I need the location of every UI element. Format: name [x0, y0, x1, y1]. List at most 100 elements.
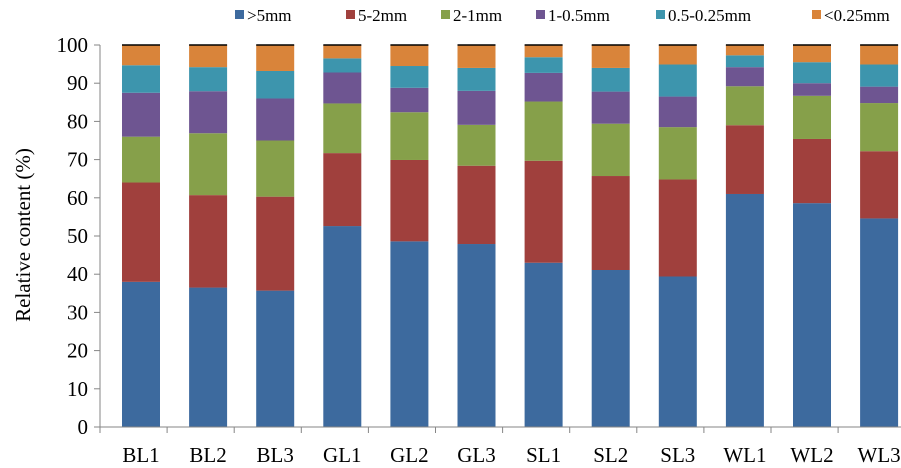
- bar-segment: [860, 218, 899, 427]
- bar-segment: [189, 67, 228, 92]
- bar-segment: [658, 179, 697, 277]
- legend-swatch: [656, 10, 665, 19]
- bar-stack-gl3: [457, 44, 496, 427]
- bar-segment: [256, 290, 295, 427]
- legend-item: 0.5-0.25mm: [656, 6, 751, 25]
- bar-segment: [457, 244, 496, 427]
- bar-stack-sl2: [591, 44, 630, 427]
- bar-segment: [860, 64, 899, 87]
- y-tick-label: 10: [67, 377, 88, 401]
- bar-segment: [524, 72, 563, 102]
- bar-stack-wl3: [860, 44, 899, 427]
- x-tick-label: BL2: [189, 443, 226, 467]
- bar-segment: [323, 45, 362, 59]
- bar-segment: [860, 86, 899, 104]
- bar-stack-sl3: [658, 44, 697, 427]
- legend-item: >5mm: [235, 6, 292, 25]
- bar-segment: [524, 101, 563, 161]
- legend-swatch: [812, 10, 821, 19]
- bars: [122, 44, 899, 427]
- bar-segment: [524, 45, 563, 58]
- x-tick-label: GL1: [323, 443, 362, 467]
- bar-segment: [591, 67, 630, 92]
- y-tick-label: 50: [67, 224, 88, 248]
- bar-segment: [591, 123, 630, 177]
- bar-segment: [457, 45, 496, 68]
- bar-segment: [860, 103, 899, 152]
- bar-segment: [323, 58, 362, 73]
- bar-segment: [860, 151, 899, 219]
- legend-label: 2-1mm: [453, 6, 502, 25]
- bar-segment: [390, 45, 429, 67]
- bar-segment: [189, 287, 228, 427]
- bar-segment: [457, 124, 496, 166]
- bar-segment: [658, 276, 697, 427]
- y-axis-ticks: 0 10 20 30 40 50 60 70 80 90 100: [57, 33, 100, 439]
- bar-segment: [793, 83, 831, 96]
- x-axis-ticks: BL1 BL2 BL3 GL1 GL2 GL3 SL1 SL2 SL3 WL1 WL2 WL3: [99, 427, 901, 467]
- bar-segment: [725, 86, 764, 126]
- bar-segment: [323, 226, 362, 427]
- legend-swatch: [536, 10, 545, 19]
- bar-segment: [390, 87, 429, 113]
- bar-segment: [658, 96, 697, 128]
- bar-segment: [793, 95, 831, 139]
- bar-segment: [390, 241, 429, 427]
- bar-segment: [323, 72, 362, 104]
- bar-segment: [189, 91, 228, 134]
- bar-stack-bl2: [189, 44, 228, 427]
- y-tick-label: 60: [67, 186, 88, 210]
- y-tick-label: 90: [67, 71, 88, 95]
- legend-swatch: [235, 10, 244, 19]
- legend-item: 2-1mm: [441, 6, 502, 25]
- x-tick-label: GL3: [457, 443, 496, 467]
- legend-item: 1-0.5mm: [536, 6, 610, 25]
- bar-segment: [725, 67, 764, 87]
- legend-label: 5-2mm: [358, 6, 407, 25]
- bar-segment: [457, 165, 496, 245]
- x-tick-label: WL3: [858, 443, 901, 467]
- bar-segment: [591, 91, 630, 124]
- bar-segment: [256, 98, 295, 141]
- bar-segment: [457, 67, 496, 91]
- bar-stack-gl2: [390, 44, 429, 427]
- bar-segment: [725, 193, 764, 427]
- x-tick-label: GL2: [390, 443, 429, 467]
- bar-segment: [256, 140, 295, 197]
- bar-segment: [524, 160, 563, 263]
- y-tick-label: 100: [57, 33, 89, 57]
- bar-segment: [122, 65, 160, 93]
- bar-segment: [122, 45, 160, 66]
- bar-segment: [658, 127, 697, 180]
- bar-stack-bl3: [256, 44, 295, 427]
- x-tick-label: WL1: [723, 443, 766, 467]
- y-tick-label: 80: [67, 109, 88, 133]
- bar-segment: [122, 136, 160, 183]
- bar-segment: [591, 45, 630, 68]
- x-tick-label: SL2: [593, 443, 628, 467]
- bar-segment: [793, 138, 831, 204]
- bar-stack-gl1: [323, 44, 362, 427]
- bar-segment: [256, 196, 295, 291]
- bar-segment: [256, 70, 295, 99]
- y-tick-label: 0: [78, 415, 89, 439]
- y-tick-label: 20: [67, 339, 88, 363]
- bar-segment: [591, 269, 630, 427]
- bar-stack-wl1: [725, 44, 764, 427]
- bar-segment: [189, 195, 228, 288]
- bar-segment: [524, 262, 563, 427]
- legend-item: <0.25mm: [812, 6, 890, 25]
- x-tick-label: SL3: [660, 443, 695, 467]
- bar-segment: [793, 203, 831, 427]
- y-tick-label: 70: [67, 148, 88, 172]
- bar-segment: [323, 153, 362, 227]
- bar-segment: [725, 45, 764, 56]
- x-tick-label: BL1: [122, 443, 159, 467]
- bar-segment: [390, 159, 429, 242]
- bar-stack-bl1: [122, 44, 160, 427]
- y-tick-label: 30: [67, 300, 88, 324]
- bar-segment: [256, 45, 295, 71]
- bar-segment: [323, 103, 362, 154]
- legend-label: 0.5-0.25mm: [668, 6, 751, 25]
